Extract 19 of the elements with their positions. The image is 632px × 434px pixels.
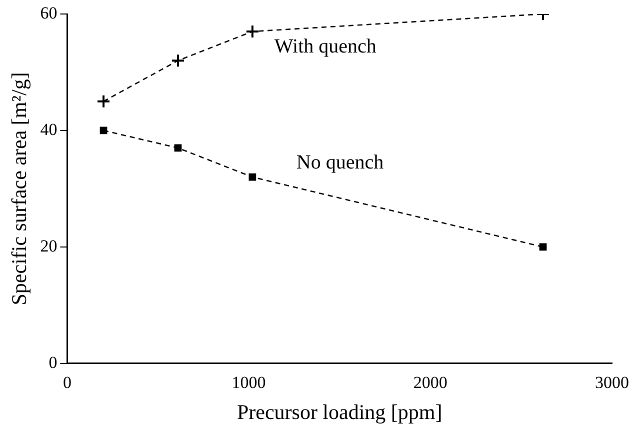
- series-label: No quench: [296, 151, 384, 174]
- y-axis-title: Specific surface area [m²/g]: [7, 72, 32, 306]
- point: [245, 24, 260, 38]
- y-tick-label: 20: [40, 236, 58, 256]
- y-tick-label: 60: [40, 3, 58, 22]
- point: [170, 54, 185, 68]
- x-tick-label: 3000: [595, 373, 629, 392]
- x-tick-label: 2000: [413, 373, 448, 392]
- series-label: With quench: [274, 36, 376, 58]
- y-tick-label: 0: [48, 352, 58, 372]
- x-tick-label: 0: [62, 373, 72, 392]
- point: [96, 94, 111, 108]
- point: [100, 126, 108, 134]
- point: [539, 243, 547, 251]
- y-tick-label: 40: [40, 120, 58, 139]
- x-tick-label: 1000: [232, 373, 266, 392]
- point: [248, 173, 256, 181]
- point: [174, 144, 182, 152]
- x-axis-title: Precursor loading [ppm]: [236, 400, 442, 424]
